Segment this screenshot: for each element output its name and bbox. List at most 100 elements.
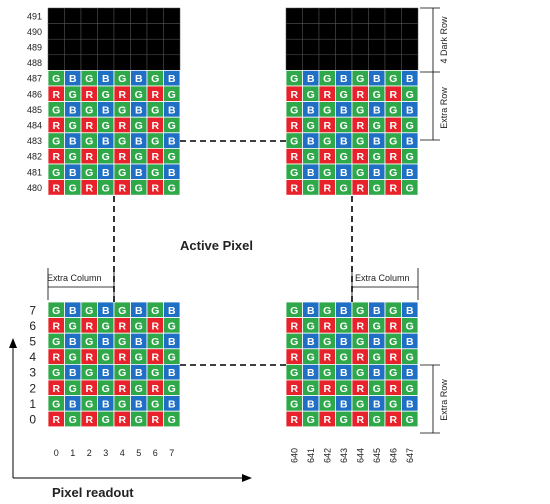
pixel-letter: G	[135, 120, 143, 132]
pixel-letter: B	[102, 73, 110, 85]
pixel-letter: G	[406, 414, 414, 426]
pixel-letter: G	[118, 398, 126, 410]
dark-pixel	[146, 54, 164, 71]
pixel-letter: B	[168, 305, 176, 317]
pixel-letter: R	[151, 352, 159, 364]
dark-row-annotation: 4 Dark Row	[439, 16, 449, 64]
dark-pixel	[113, 38, 131, 56]
dark-pixel	[64, 23, 82, 40]
pixel-letter: G	[290, 136, 298, 148]
dark-pixel	[384, 54, 402, 71]
pixel-letter: R	[85, 414, 93, 426]
pixel-letter: G	[307, 352, 315, 364]
pixel-letter: G	[307, 320, 315, 332]
dark-pixel	[368, 54, 386, 71]
pixel-letter: G	[323, 136, 331, 148]
pixel-letter: G	[340, 89, 348, 101]
dark-pixel	[80, 54, 98, 71]
pixel-letter: R	[151, 182, 159, 194]
pixel-letter: G	[102, 320, 110, 332]
pixel-letter: G	[290, 167, 298, 179]
pixel-letter: R	[290, 383, 298, 395]
pixel-letter: G	[168, 414, 176, 426]
pixel-letter: G	[151, 398, 159, 410]
dark-pixel	[351, 7, 369, 24]
dark-pixel	[401, 38, 419, 56]
pixel-letter: G	[168, 320, 176, 332]
pixel-letter: G	[135, 151, 143, 163]
dark-pixel	[130, 38, 148, 56]
pixel-letter: B	[406, 136, 414, 148]
dark-pixel	[47, 38, 65, 56]
pixel-letter: B	[135, 398, 143, 410]
pixel-letter: R	[52, 182, 60, 194]
pixel-letter: G	[69, 182, 77, 194]
pixel-letter: R	[118, 120, 126, 132]
pixel-letter: G	[118, 167, 126, 179]
pixel-letter: B	[135, 367, 143, 379]
bottom-left-grid: G B G B G B G BR G R G R G R GG B G B G B G BR G R G R G R GG B G B G B G B…	[47, 301, 181, 428]
pixel-letter: R	[52, 352, 60, 364]
pixel-letter: R	[151, 320, 159, 332]
dark-pixel	[146, 38, 164, 56]
pixel-letter: G	[340, 320, 348, 332]
pixel-letter: G	[135, 320, 143, 332]
pixel-letter: R	[356, 352, 364, 364]
pixel-letter: G	[85, 104, 93, 116]
pixel-letter: G	[118, 73, 126, 85]
pixel-letter: G	[151, 73, 159, 85]
pixel-letter: R	[118, 89, 126, 101]
top-left-grid: G B G B G B G BR G R G R G R GG B G B G B G BR G R G R G R GG B G B G B G B…	[47, 7, 181, 196]
pixel-letter: R	[290, 120, 298, 132]
pixel-letter: R	[356, 89, 364, 101]
dark-pixel	[401, 54, 419, 71]
readout-arrow-right-icon	[242, 474, 252, 482]
pixel-letter: B	[168, 73, 176, 85]
pixel-letter: B	[102, 336, 110, 348]
pixel-letter: G	[389, 398, 397, 410]
pixel-letter: R	[118, 352, 126, 364]
dark-pixel	[146, 23, 164, 40]
pixel-letter: B	[406, 305, 414, 317]
pixel-grids: G B G B G B G BR G R G R G R GG B G B G B G BR G R G R G R GG B G B G B G B…	[47, 7, 419, 428]
pixel-letter: G	[151, 336, 159, 348]
pixel-letter: G	[102, 383, 110, 395]
dark-pixel	[302, 7, 320, 24]
dark-pixel	[384, 7, 402, 24]
pixel-letter: B	[307, 367, 315, 379]
pixel-letter: G	[85, 167, 93, 179]
pixel-letter: R	[85, 383, 93, 395]
pixel-letter: G	[340, 120, 348, 132]
pixel-letter: G	[135, 352, 143, 364]
pixel-letter: B	[307, 336, 315, 348]
row-label: 480	[27, 183, 42, 193]
dark-pixel	[130, 23, 148, 40]
dark-pixel	[285, 23, 303, 40]
pixel-letter: B	[69, 136, 77, 148]
row-label: 481	[27, 167, 42, 177]
pixel-letter: G	[52, 398, 60, 410]
pixel-letter: B	[406, 73, 414, 85]
pixel-letter: G	[356, 104, 364, 116]
pixel-letter: B	[135, 73, 143, 85]
pixel-letter: G	[85, 305, 93, 317]
row-label: 491	[27, 11, 42, 21]
pixel-letter: B	[307, 73, 315, 85]
dark-pixel	[130, 54, 148, 71]
pixel-letter: G	[290, 336, 298, 348]
row-label: 1	[29, 397, 36, 411]
pixel-letter: R	[389, 352, 397, 364]
pixel-letter: R	[323, 89, 331, 101]
row-label: 7	[29, 303, 36, 317]
pixel-letter: B	[135, 336, 143, 348]
extra-column-annotation-right: Extra Column	[355, 273, 410, 283]
dark-pixel	[368, 38, 386, 56]
column-label: 3	[103, 448, 108, 458]
pixel-letter: B	[373, 136, 381, 148]
bayer-pixel-g	[401, 410, 419, 428]
dark-pixel	[335, 38, 353, 56]
pixel-letter: B	[69, 398, 77, 410]
pixel-letter: G	[69, 120, 77, 132]
pixel-letter: B	[340, 136, 348, 148]
dark-pixel	[47, 54, 65, 71]
